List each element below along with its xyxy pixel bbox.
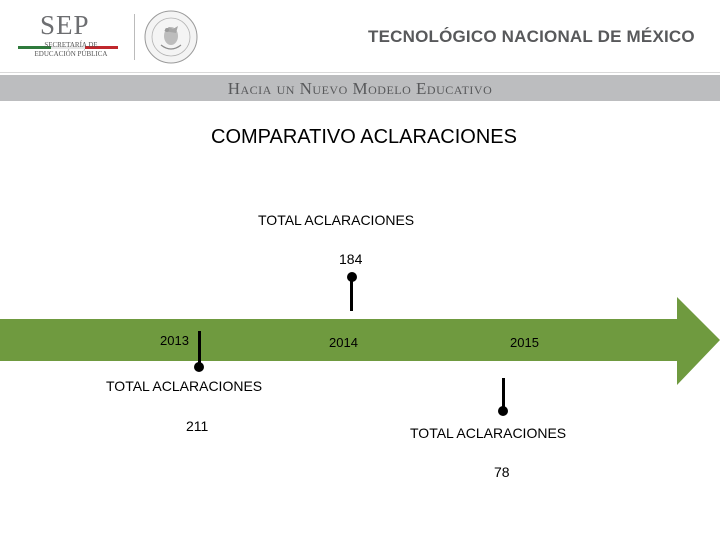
tagline-band: Hacia un Nuevo Modelo Educativo — [0, 75, 720, 101]
year-2015: 2015 — [510, 335, 539, 350]
sep-subtitle: SECRETARÍA DE EDUCACIÓN PÚBLICA — [34, 41, 108, 58]
sep-logo: SEP SECRETARÍA DE EDUCACIÓN PÚBLICA — [18, 10, 126, 62]
tagline: Hacia un Nuevo Modelo Educativo — [227, 79, 493, 98]
institution-name: TECNOLÓGICO NACIONAL DE MÉXICO — [368, 27, 695, 46]
mexico-seal-icon — [144, 10, 198, 64]
year-2013: 2013 — [160, 333, 189, 348]
event-2015-marker-line — [502, 378, 505, 410]
event-2013-value: 211 — [186, 418, 209, 434]
header-divider — [134, 14, 135, 60]
sep-logo-text: SEP — [40, 10, 90, 40]
event-2013-marker-dot — [194, 362, 204, 372]
event-2014-label: TOTAL ACLARACIONES — [258, 212, 415, 228]
event-2015-marker-dot — [498, 406, 508, 416]
event-2014-value: 184 — [339, 251, 363, 267]
event-2015-value: 78 — [494, 464, 510, 480]
slide-title: COMPARATIVO ACLARACIONES — [211, 126, 517, 148]
event-2014-marker-line — [350, 277, 353, 311]
year-2014: 2014 — [329, 335, 358, 350]
event-2013-label: TOTAL ACLARACIONES — [106, 378, 263, 394]
event-2013-marker-line — [198, 331, 201, 367]
sep-flag-stripe — [18, 36, 118, 49]
event-2015-label: TOTAL ACLARACIONES — [410, 425, 567, 441]
timeline-arrow — [0, 297, 720, 385]
header: SEP SECRETARÍA DE EDUCACIÓN PÚBLICA TECN… — [0, 0, 720, 73]
